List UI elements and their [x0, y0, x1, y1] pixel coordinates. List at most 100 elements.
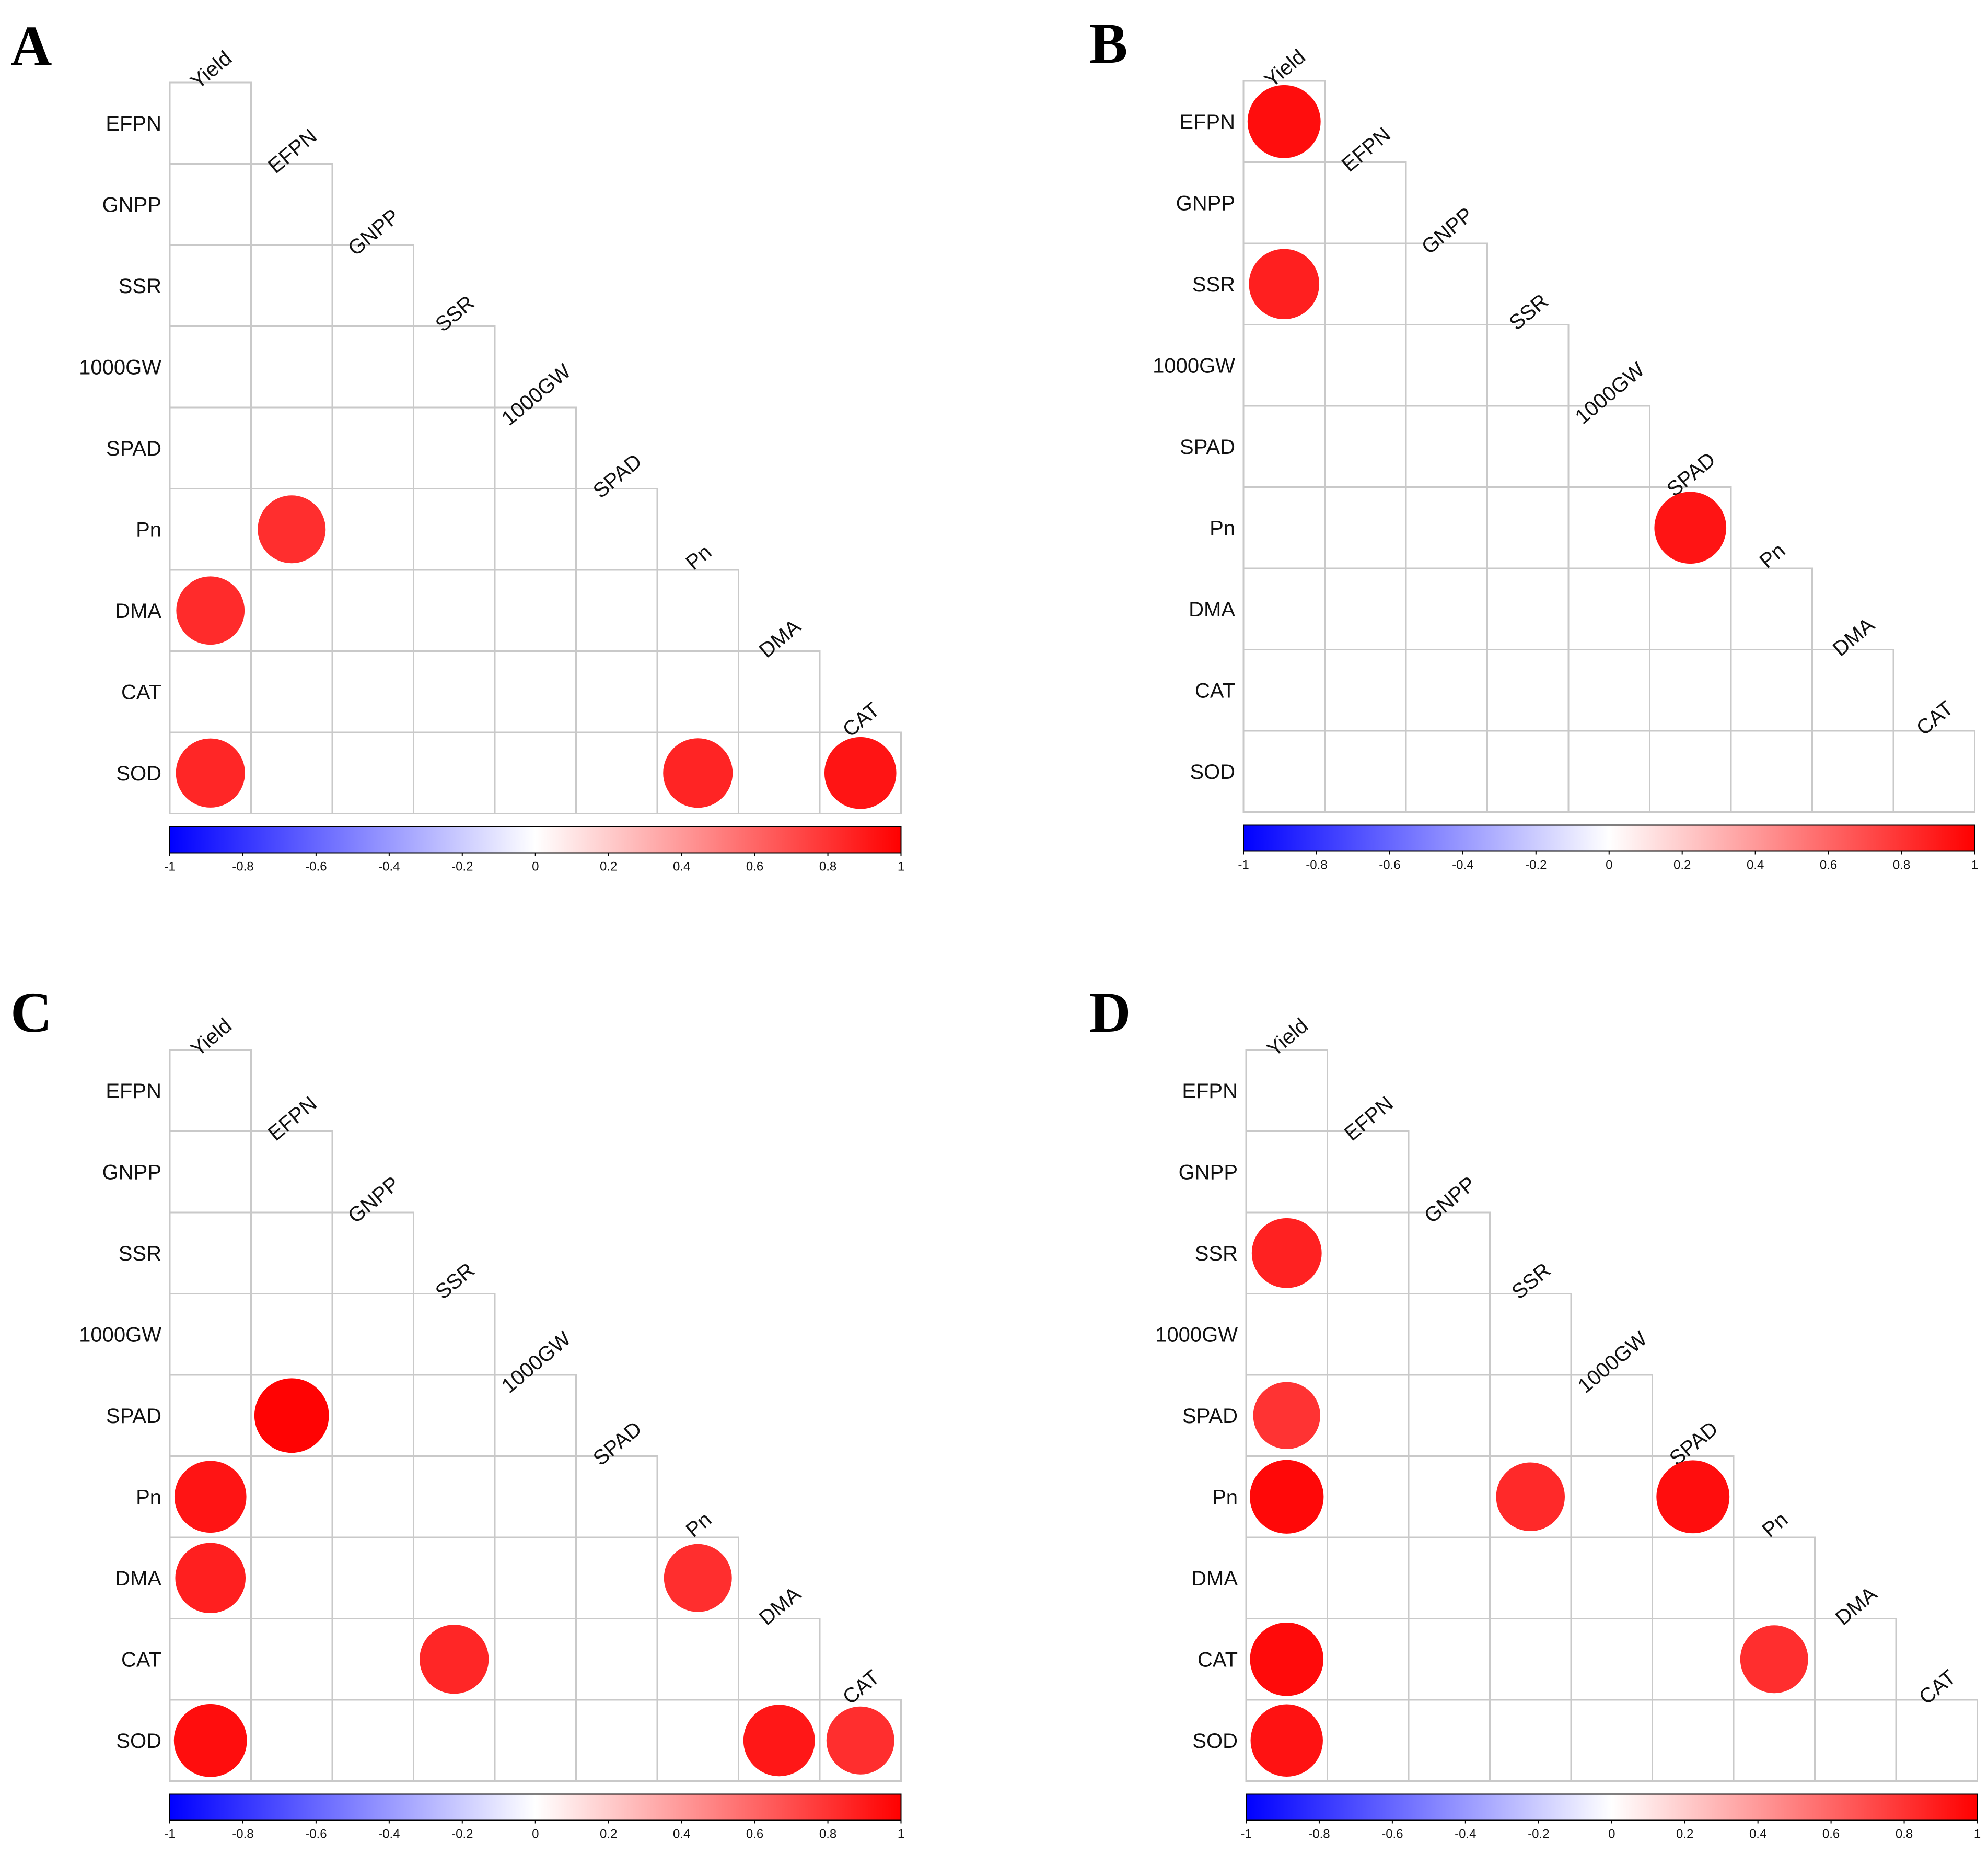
grid-cell [169, 1374, 252, 1457]
grid-cell [494, 1699, 577, 1782]
row-label-pn: Pn [1210, 517, 1235, 540]
grid-cell [1408, 1536, 1491, 1619]
corr-circle-sod-cat [826, 1706, 894, 1775]
row-label-sod: SOD [116, 762, 161, 785]
row-label-pn: Pn [136, 518, 161, 541]
row-label-gnpp: GNPP [102, 193, 161, 216]
colorbar-tick-label: 1 [898, 1827, 904, 1841]
grid-cell [1242, 161, 1326, 244]
grid-cell [1486, 730, 1570, 813]
grid-cell [1489, 1536, 1572, 1619]
grid-cell [331, 1699, 414, 1782]
grid-cell [1405, 324, 1488, 407]
grid-cell [413, 1374, 496, 1457]
grid-cell [494, 1455, 577, 1538]
grid-cell [1327, 1374, 1410, 1457]
grid-cell [1567, 567, 1650, 650]
grid-cell [250, 569, 333, 652]
colorbar [1246, 1794, 1978, 1821]
grid-cell [1327, 1455, 1410, 1538]
grid-cell [1489, 1374, 1572, 1457]
grid-cell [1245, 1293, 1328, 1376]
grid-cell [575, 488, 658, 571]
grid-cell [1408, 1211, 1491, 1294]
grid-cell [1652, 1618, 1735, 1701]
colorbar-tick-label: -0.2 [1528, 1827, 1549, 1841]
row-label-efpn: EFPN [106, 1080, 161, 1103]
row-label-gnpp: GNPP [1179, 1161, 1238, 1184]
colorbar [170, 1794, 901, 1821]
grid-cell [1245, 1049, 1328, 1132]
row-label-gnpp: GNPP [1176, 192, 1235, 215]
corr-circle-ssr-yield [1251, 1218, 1322, 1288]
grid-cell [1324, 242, 1407, 325]
colorbar-tick-label: 0.6 [746, 1827, 763, 1841]
row-label-spad: SPAD [106, 437, 161, 460]
grid-cell [575, 731, 658, 814]
grid-cell [494, 1618, 577, 1701]
corr-circle-sod-pn [663, 738, 733, 808]
colorbar-tick-label: -0.2 [451, 860, 473, 874]
grid-cell [1324, 161, 1407, 244]
grid-cell [1733, 1536, 1816, 1619]
corr-circle-ssr-yield [1249, 249, 1320, 320]
grid-cell [250, 163, 333, 246]
grid-cell [331, 1536, 414, 1619]
colorbar-tick-label: -0.4 [378, 1827, 400, 1841]
grid-cell [656, 569, 739, 652]
grid-cell [1327, 1293, 1410, 1376]
grid-cell [1327, 1536, 1410, 1619]
grid-cell [738, 731, 821, 814]
row-label-cat: CAT [121, 1648, 161, 1671]
grid-cell [169, 406, 252, 489]
grid-cell [1405, 649, 1488, 732]
grid-cell [1486, 567, 1570, 650]
colorbar-tick-label: 0.6 [746, 860, 763, 874]
grid-cell [575, 1536, 658, 1619]
grid-cell [1814, 1699, 1897, 1782]
colorbar-tick-label: 0 [532, 1827, 539, 1841]
grid-cell [1327, 1699, 1410, 1782]
grid-cell [169, 488, 252, 571]
colorbar-tick-label: -0.4 [1455, 1827, 1476, 1841]
row-label-efpn: EFPN [1179, 111, 1235, 134]
row-label-dma: DMA [1189, 598, 1235, 621]
grid-cell [413, 1293, 496, 1376]
grid-cell [169, 1130, 252, 1214]
grid-cell [1324, 324, 1407, 407]
grid-cell [494, 650, 577, 733]
corr-circle-dma-pn [664, 1544, 732, 1612]
panel-letter-A: A [10, 14, 52, 78]
grid-cell [1486, 324, 1570, 407]
grid-cell [575, 1699, 658, 1782]
grid-cell [494, 1374, 577, 1457]
colorbar-tick-label: 1 [898, 860, 904, 874]
grid-cell [1567, 486, 1650, 569]
grid-cell [738, 1618, 821, 1701]
grid-cell [331, 244, 414, 327]
colorbar-tick-label: -0.4 [1452, 858, 1473, 872]
corr-circle-sod-cat [824, 737, 897, 809]
grid-cell [1570, 1536, 1653, 1619]
colorbar-tick-label: -0.8 [1308, 1827, 1330, 1841]
grid-cell [575, 1618, 658, 1701]
grid-cell [575, 569, 658, 652]
row-label-1000gw: 1000GW [79, 356, 161, 379]
colorbar-tick-label: -0.2 [451, 1827, 473, 1841]
grid-cell [1405, 486, 1488, 569]
corr-circle-pn-yield [1250, 1460, 1324, 1534]
colorbar-tick-label: 0.4 [1749, 1827, 1766, 1841]
row-label-cat: CAT [121, 681, 161, 704]
grid-cell [413, 650, 496, 733]
corr-circle-pn-spad [1654, 492, 1727, 564]
corr-circle-spad-efpn [254, 1378, 329, 1453]
grid-cell [1730, 730, 1813, 813]
grid-cell [413, 325, 496, 409]
grid-cell [1733, 1699, 1816, 1782]
colorbar-tick-label: -1 [164, 1827, 175, 1841]
row-label-pn: Pn [136, 1486, 161, 1509]
grid-cell [331, 406, 414, 489]
corr-circle-sod-yield [176, 738, 245, 808]
grid-cell [250, 406, 333, 489]
